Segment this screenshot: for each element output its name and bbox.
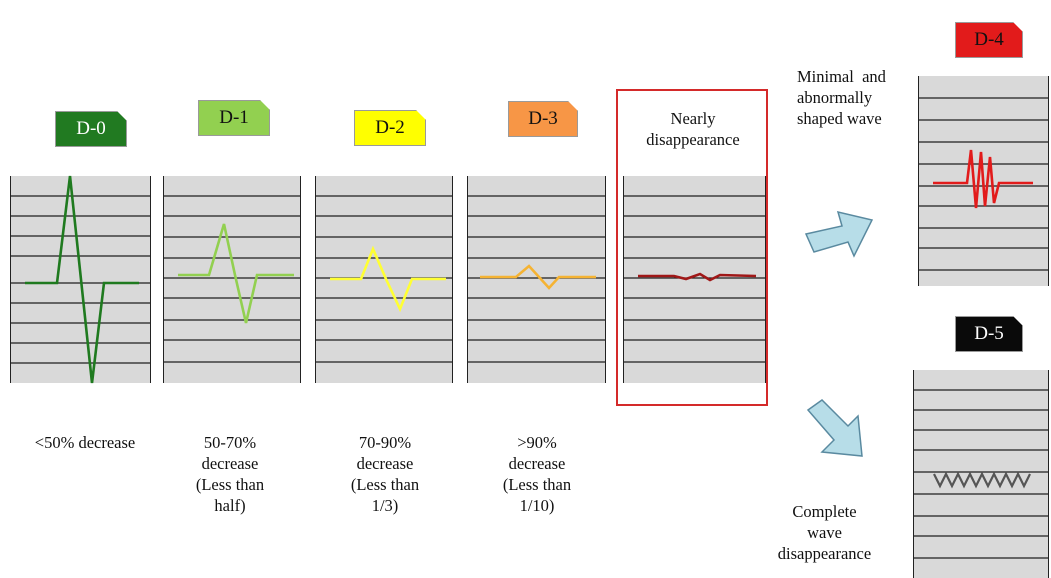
d3-description: >90% decrease (Less than 1/10) [482,432,592,516]
d5-line-3: disappearance [777,544,872,563]
d1-line-1: 50-70% [203,433,257,452]
d2-line-1: 70-90% [358,433,412,452]
nearly-disappearance-label: Nearly disappearance [628,108,758,150]
waveform-d5 [933,471,1031,489]
grade-label-d0: D-0 [76,118,106,139]
wave-panel-d4 [918,76,1049,286]
waveform-d1 [178,223,294,324]
d1-line-4: half) [214,496,246,515]
nearly-line-1: Nearly [670,109,716,128]
grade-label-d3: D-3 [528,108,558,129]
wave-svg-d5 [914,389,1048,559]
grade-label-d4: D-4 [974,29,1004,50]
nearly-disappearance-highlight [616,89,768,406]
wave-svg-d1 [164,195,300,363]
d2-line-3: (Less than [350,475,420,494]
d3-line-1: >90% [517,433,557,452]
d2-line-2: decrease [356,454,414,473]
wave-panel-d1 [163,176,301,383]
d3-line-2: decrease [508,454,566,473]
d2-line-4: 1/3) [371,496,399,515]
wave-panel-d3 [467,176,606,383]
wave-svg-d0 [11,175,150,384]
d5-description: Complete wave disappearance [762,501,887,564]
wave-panel-nearly [623,176,766,383]
grade-badge-d3: D-3 [508,101,578,137]
arrow-down-right-icon [806,399,863,457]
d5-line-1: Complete [792,502,857,521]
arrow-up-right-icon [804,210,874,258]
d4-line-3: shaped wave [797,109,882,128]
d3-line-4: 1/10) [519,496,555,515]
grade-badge-d2: D-2 [354,110,426,146]
wave-svg-d3 [468,195,605,363]
d4-line-1: Minimal and [797,67,886,86]
d1-line-3: (Less than [195,475,265,494]
d0-description: <50% decrease [10,432,160,453]
waveform-d2 [330,245,446,313]
wave-svg-d4 [919,97,1048,271]
d0-line-1: <50% decrease [34,433,136,452]
d4-description: Minimal and abnormally shaped wave [783,66,913,129]
grade-badge-d4: D-4 [955,22,1023,58]
d2-description: 70-90% decrease (Less than 1/3) [330,432,440,516]
d5-line-2: wave [807,523,842,542]
wave-svg-d2 [316,195,452,363]
grade-badge-d1: D-1 [198,100,270,136]
waveform-nearly [638,272,757,282]
waveform-d4 [933,149,1033,209]
waveform-d0 [25,175,139,384]
grade-label-d5: D-5 [974,323,1004,344]
wave-panel-d0 [10,175,151,384]
grade-label-d2: D-2 [375,117,405,138]
d1-line-2: decrease [201,454,259,473]
d1-description: 50-70% decrease (Less than half) [175,432,285,516]
wave-svg-nearly [624,195,765,363]
nearly-line-2: disappearance [646,130,740,149]
d4-line-2: abnormally [797,88,873,107]
grade-badge-d5: D-5 [955,316,1023,352]
waveform-d3 [480,264,596,290]
grade-badge-d0: D-0 [55,111,127,147]
wave-panel-d5 [913,370,1049,578]
d3-line-3: (Less than [502,475,572,494]
wave-panel-d2 [315,176,453,383]
grade-label-d1: D-1 [219,107,249,128]
